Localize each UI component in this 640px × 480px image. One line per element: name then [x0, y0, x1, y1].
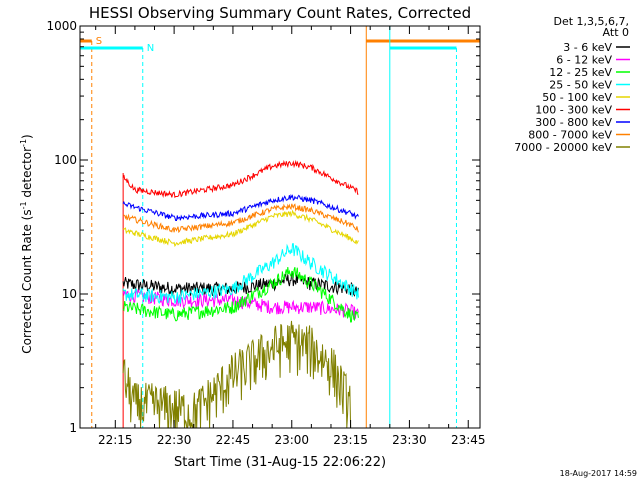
x-tick-label: 22:30	[157, 433, 192, 447]
legend-label-6: 300 - 800 keV	[535, 116, 612, 129]
x-tick-label: 23:15	[333, 433, 368, 447]
y-tick-label: 1000	[46, 19, 77, 33]
legend-label-8: 7000 - 20000 keV	[514, 141, 612, 154]
x-tick-label: 23:30	[392, 433, 427, 447]
x-tick-label: 23:00	[274, 433, 309, 447]
legend-label-3: 25 - 50 keV	[549, 79, 612, 92]
x-axis-label: Start Time (31-Aug-15 22:06:22)	[174, 455, 386, 470]
y-tick-label: 1	[69, 421, 77, 435]
timestamp: 18-Aug-2017 14:59	[560, 469, 637, 478]
series-line-8	[122, 320, 352, 429]
y-axis-label-sup2: -1	[19, 139, 28, 147]
night_flag-label: N	[147, 43, 154, 54]
x-tick-label: 23:45	[451, 433, 486, 447]
series-line-3	[122, 243, 359, 305]
y-axis-label: Corrected Count Rate (s-1 detector-1)	[19, 134, 34, 353]
legend-label-1: 6 - 12 keV	[556, 54, 612, 67]
legend-label-7: 800 - 7000 keV	[528, 129, 612, 142]
saa_flag-label: S	[96, 36, 102, 47]
series-line-5	[122, 159, 359, 199]
x-tick-label: 22:45	[216, 433, 251, 447]
legend-label-2: 12 - 25 keV	[549, 66, 612, 79]
series-line-0	[122, 271, 359, 297]
legend-label-4: 50 - 100 keV	[542, 91, 612, 104]
legend-header-2: Att 0	[603, 26, 629, 39]
y-tick-label: 10	[62, 287, 77, 301]
y-tick-label: 100	[54, 153, 77, 167]
y-axis-label-mid: detector	[20, 147, 34, 202]
plot-frame	[79, 25, 481, 429]
series-line-6	[122, 193, 359, 221]
series-line-4	[122, 209, 359, 247]
legend-label-5: 100 - 300 keV	[535, 104, 612, 117]
series-line-1	[122, 288, 359, 320]
series-line-2	[122, 266, 359, 323]
y-axis-label-sup: -1	[19, 201, 28, 209]
chart-title: HESSI Observing Summary Count Rates, Cor…	[89, 4, 471, 22]
y-axis-label-main: Corrected Count Rate (s	[20, 209, 34, 353]
legend-header-1: Det 1,3,5,6,7,	[553, 15, 629, 28]
series-line-7	[122, 203, 359, 234]
y-axis-label-end: )	[20, 134, 34, 139]
legend-label-0: 3 - 6 keV	[563, 41, 612, 54]
axes: 1 10 100 1000 22:15 22:30 22:45 23:00 23:15 23:30…	[46, 19, 485, 447]
x-tick-label: 22:15	[98, 433, 133, 447]
